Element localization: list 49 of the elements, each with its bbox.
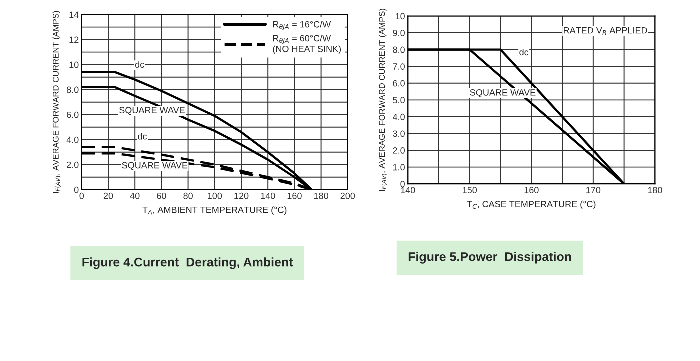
x-tick-label: 160 (524, 187, 539, 194)
annotation: SQUARE WAVE (470, 89, 536, 98)
x-axis-title: T$_{A}$, AMBIENT TEMPERATURE (°C) (142, 206, 287, 216)
y-tick-label: 8.0 (66, 86, 79, 94)
annotation: dc (520, 48, 529, 56)
x-tick-label: 120 (234, 192, 249, 200)
annotation: RATED V$_{R}$ APPLIED (564, 27, 648, 36)
legend-label: R$_{θJA}$ = 16°C/W (273, 21, 332, 30)
y-tick-label: 2.0 (393, 148, 405, 154)
y-tick-label: 9.0 (393, 30, 405, 36)
y-tick-label: 6.0 (67, 112, 79, 118)
y-tick-label: 7.0 (393, 64, 405, 70)
y-axis-title: I$_{F(AV)}$, AVERAGE FORWARD CURRENT (AMPS) (378, 9, 388, 192)
y-tick-label: 2.0 (67, 162, 79, 168)
x-tick-label: 140 (401, 187, 416, 194)
y-tick-label: 5.0 (393, 97, 405, 104)
annotation: dc (135, 61, 144, 68)
y-tick-label: 10 (396, 13, 405, 20)
x-tick-label: 200 (340, 192, 356, 200)
x-tick-label: 80 (184, 192, 193, 200)
annotation: SQUARE WAVE (122, 162, 188, 170)
y-tick-label: 12 (70, 36, 79, 44)
x-tick-label: 180 (648, 187, 662, 194)
annotation: SQUARE WAVE (120, 107, 185, 116)
y-axis-title: I$_{F(AV)}$, AVERAGE FORWARD CURRENT (AMPS) (52, 11, 61, 194)
y-tick-label: 4.0 (66, 136, 79, 144)
text: Figure 4.Current Derating, Ambient (82, 258, 294, 270)
y-tick-label: 1.0 (393, 164, 405, 171)
x-tick-label: 60 (157, 192, 166, 200)
x-axis-title: T$_{C}$, CASE TEMPERATURE (°C) (467, 200, 596, 210)
x-tick-label: 0 (80, 192, 84, 200)
text: Figure 5.Power Dissipation (408, 252, 572, 264)
y-tick-label: 10 (70, 62, 79, 68)
y-tick-label: 14 (70, 12, 79, 18)
x-tick-label: 40 (130, 192, 140, 200)
y-tick-label: 3.0 (393, 130, 405, 138)
x-tick-label: 150 (463, 187, 478, 194)
x-tick-label: 20 (104, 192, 114, 200)
x-tick-label: 160 (288, 192, 302, 200)
legend-label: R$_{θJA}$ = 60°C/W (NO HEAT SINK) (273, 35, 342, 54)
y-tick-label: 4.0 (392, 114, 405, 120)
y-tick-label: 6.0 (393, 80, 405, 87)
y-tick-label: 0 (400, 181, 405, 188)
x-tick-label: 180 (314, 192, 328, 200)
x-tick-label: 170 (586, 187, 601, 194)
x-tick-label: 100 (208, 192, 222, 200)
annotation: dc (138, 133, 148, 140)
y-tick-label: 8.0 (393, 46, 405, 54)
x-tick-label: 140 (261, 192, 276, 200)
